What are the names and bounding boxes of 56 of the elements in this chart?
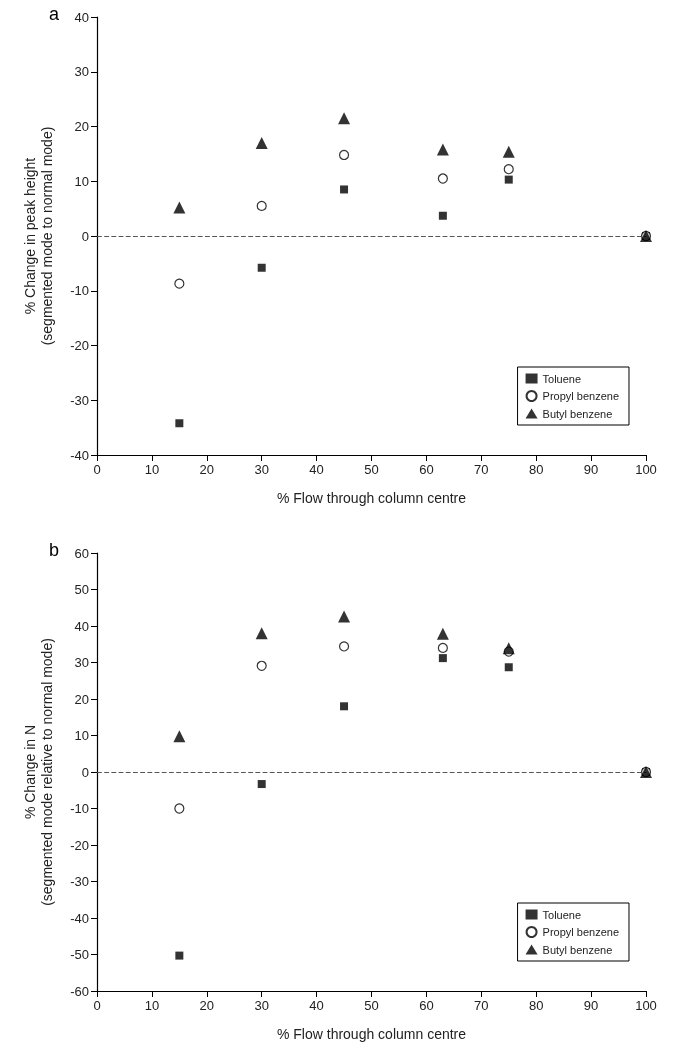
y-tick-label: 0: [81, 764, 89, 780]
y-tick-label: 50: [74, 582, 89, 597]
y-tick-label: -20: [70, 338, 89, 353]
y-tick-label: 30: [74, 655, 89, 670]
x-tick-label: 10: [144, 998, 160, 1013]
y-tick-label: 30: [74, 64, 89, 80]
x-tick-label: 80: [528, 462, 544, 477]
y-tick-label: -60: [70, 983, 89, 999]
y-axis-title: % Change in N (segmented mode relative to normal mode): [21, 638, 55, 906]
x-tick-label: 60: [419, 998, 434, 1013]
legend-label: Toluene: [542, 372, 582, 385]
y-tick-label: 20: [74, 119, 89, 134]
x-axis-title: % Flow through column centre: [276, 1026, 467, 1042]
y-tick-label: 10: [74, 173, 89, 189]
x-axis-title: % Flow through column centre: [276, 490, 467, 506]
y-tick-label: -30: [70, 392, 89, 408]
y-tick-label: -30: [70, 874, 89, 889]
x-tick-label: 20: [199, 998, 215, 1013]
legend-label: Butyl benzene: [542, 943, 613, 956]
legend-label: Propyl benzene: [542, 390, 620, 402]
y-tick-label: 0: [81, 228, 89, 244]
x-tick-label: 0: [93, 462, 101, 477]
y-tick-label: 10: [74, 728, 89, 743]
x-tick-label: 20: [199, 462, 215, 477]
y-tick-label: -10: [70, 283, 89, 299]
x-tick-label: 30: [254, 462, 269, 477]
legend-label: Butyl benzene: [542, 407, 613, 420]
y-tick-label: -40: [70, 447, 89, 463]
x-tick-label: 50: [364, 462, 379, 477]
x-tick-label: 50: [364, 998, 379, 1013]
y-tick-label: -50: [70, 947, 89, 962]
x-tick-label: 80: [528, 998, 544, 1013]
x-tick-label: 0: [93, 998, 101, 1013]
y-tick-label: -10: [70, 801, 89, 816]
chart-title: b: [49, 540, 60, 560]
x-tick-label: 90: [583, 998, 599, 1013]
x-tick-label: 30: [254, 998, 269, 1013]
x-tick-label: 100: [635, 462, 657, 477]
x-tick-label: 10: [144, 462, 160, 477]
x-tick-label: 90: [583, 462, 599, 477]
x-tick-label: 70: [474, 462, 489, 477]
y-axis-title: % Change in peak height (segmented mode to normal mode): [21, 126, 55, 346]
y-tick-label: 40: [74, 618, 89, 634]
legend-label: Propyl benzene: [542, 926, 620, 938]
x-tick-label: 60: [419, 462, 434, 477]
x-tick-label: 100: [635, 998, 657, 1013]
legend-label: Toluene: [542, 908, 582, 921]
y-tick-label: 20: [74, 691, 89, 707]
y-tick-label: -40: [70, 910, 89, 926]
y-tick-label: -20: [70, 837, 89, 853]
y-tick-label: 40: [74, 9, 89, 25]
chart-title: a: [49, 4, 60, 24]
x-tick-label: 40: [309, 998, 324, 1013]
x-tick-label: 70: [474, 998, 489, 1013]
y-tick-label: 60: [74, 545, 89, 561]
x-tick-label: 40: [309, 462, 324, 477]
